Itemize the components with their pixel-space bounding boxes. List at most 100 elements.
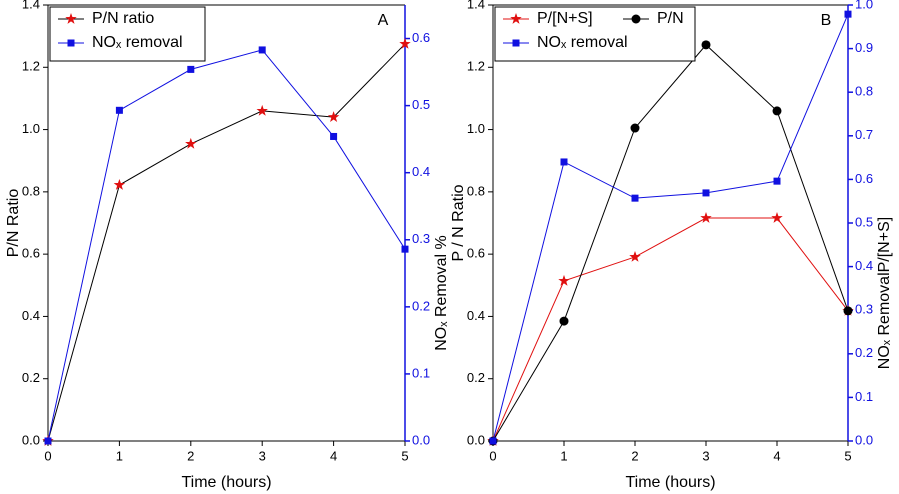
y-tick-label: 1.2 [22,59,40,74]
x-tick-label: 2 [187,448,194,463]
y2-tick-label: 0.0 [855,432,873,447]
panel: 0 1 2 3 4 5 0.0 0.2 0.4 0.6 0.8 1.0 1.2 1.4 0.0 0.1 0.2 0… [450,0,893,491]
marker [629,250,641,262]
marker [187,65,195,73]
y2-tick-label: 0.0 [412,432,430,447]
series-line [492,44,849,442]
panel-letter: B [821,12,832,29]
marker [115,106,123,114]
legend-label: P/N [657,10,684,27]
y2-tick-label: 0.6 [412,30,430,45]
x-tick-label: 5 [401,448,408,463]
y-tick-label: 0.6 [22,246,40,261]
marker [701,40,711,50]
legend-box [494,6,696,62]
series-line [492,13,849,442]
x-axis-label: Time (hours) [625,474,715,491]
series-line [47,43,406,442]
y-tick-label: 1.0 [467,121,485,136]
y2-tick-label: 0.5 [412,97,430,112]
y2-tick-label: 0.2 [855,345,873,360]
legend-label: NOₓ removal [92,34,183,51]
legend-label: P/[N+S] [537,10,593,27]
y-tick-label: 0.4 [467,308,485,323]
marker [844,10,852,18]
y-tick-label: 0.8 [22,183,40,198]
panel: 0 1 2 3 4 5 0.0 0.2 0.4 0.6 0.8 1.0 1.2 1.4 0.0 0.1 0.2 0… [5,0,450,491]
y2-tick-label: 0.3 [412,231,430,246]
marker [772,106,782,116]
y-tick-label: 0.2 [467,370,485,385]
y2-axis-label-part: P/[N+S] [876,217,893,273]
y2-tick-label: 0.6 [855,171,873,186]
marker [700,212,712,223]
y2-tick-label: 0.8 [855,84,873,99]
marker [113,179,126,190]
x-tick-label: 4 [773,448,780,463]
y2-tick-label: 1.0 [855,0,873,11]
y2-tick-label: 0.2 [412,298,430,313]
x-axis-label: Time (hours) [181,474,271,491]
y2-axis-label: NOₓ RemovalP/[N+S] [876,217,893,369]
y2-tick-label: 0.1 [855,389,873,404]
y2-axis-label-part: NOₓ Removal % [433,235,450,351]
y2-tick-label: 0.4 [855,258,873,273]
y-tick-label: 1.4 [22,0,40,11]
marker [773,177,781,185]
marker [702,189,710,197]
marker [771,212,783,223]
x-tick-label: 1 [116,448,123,463]
marker [630,123,640,133]
marker [843,306,853,316]
y2-tick-label: 0.1 [412,365,430,380]
marker [256,104,268,116]
x-tick-label: 3 [259,448,266,463]
marker [631,14,641,24]
marker [558,274,570,286]
x-tick-label: 2 [631,448,638,463]
y-tick-label: 0.6 [467,246,485,261]
y-axis-label: P/N Ratio [5,189,22,258]
y2-axis-label: NOₓ Removal % [433,235,450,351]
y2-tick-label: 0.9 [855,40,873,55]
y2-tick-label: 0.3 [855,302,873,317]
marker [185,137,197,149]
legend-label: NOₓ removal [537,34,628,51]
marker [330,132,338,140]
y-tick-label: 0.2 [22,370,40,385]
x-tick-label: 1 [560,448,567,463]
y2-axis-label-part: NOₓ Removal [876,272,893,369]
marker [559,316,569,326]
y-tick-label: 1.2 [467,59,485,74]
marker [327,111,340,122]
y-axis-label: P / N Ratio [450,184,467,261]
marker [512,39,520,47]
marker [65,13,77,24]
x-tick-label: 3 [702,448,709,463]
y-tick-label: 0.4 [22,308,40,323]
marker [510,13,522,24]
y2-tick-label: 0.5 [855,214,873,229]
marker [401,245,409,253]
x-tick-label: 0 [489,448,496,463]
marker [67,39,75,47]
x-tick-label: 0 [44,448,51,463]
y-tick-label: 0.8 [467,183,485,198]
y2-tick-label: 0.4 [412,164,430,179]
series-line [492,217,849,442]
legend-box [49,6,206,62]
y-tick-label: 0.0 [22,432,40,447]
y-tick-label: 0.0 [467,432,485,447]
marker [560,158,568,166]
x-tick-label: 5 [844,448,851,463]
legend-label: P/N ratio [92,10,154,27]
marker [44,437,52,445]
marker [258,46,266,54]
series-line [47,49,406,442]
marker [489,437,497,445]
x-tick-label: 4 [330,448,337,463]
y-tick-label: 1.0 [22,121,40,136]
panel-letter: A [378,12,389,29]
marker [399,37,411,49]
